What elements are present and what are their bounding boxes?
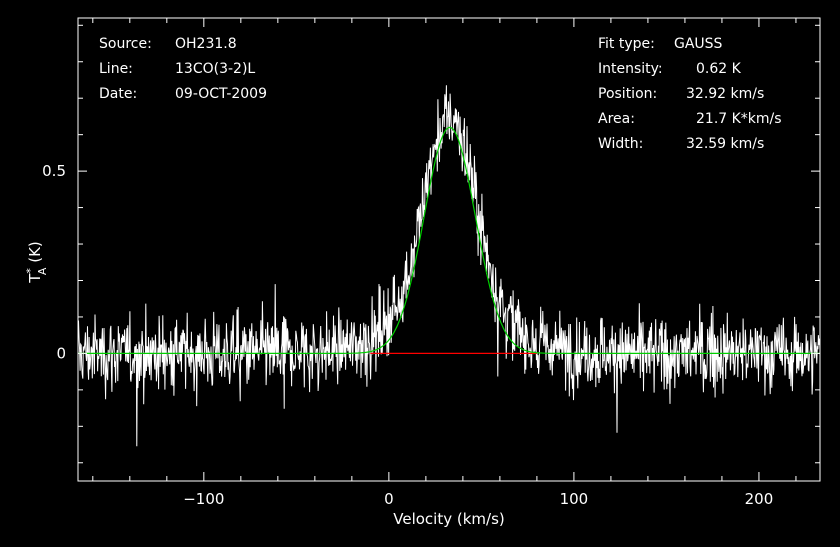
y-axis-label: T*A (K) — [24, 241, 49, 284]
y-tick-label: 0 — [56, 344, 66, 362]
x-tick-label: −100 — [183, 490, 224, 508]
x-axis-label: Velocity (km/s) — [393, 510, 504, 528]
line-value: 13CO(3-2)L — [175, 61, 256, 77]
area-value: 21.7 K*km/s — [696, 111, 782, 127]
fit-type-label: Fit type: — [598, 36, 655, 52]
width-value: 32.59 km/s — [686, 136, 765, 152]
gaussian-fit-series — [78, 126, 820, 354]
intensity-label: Intensity: — [598, 61, 663, 77]
date-value: 09-OCT-2009 — [175, 86, 267, 102]
intensity-value: 0.62 K — [696, 61, 741, 77]
fit-type-value: GAUSS — [674, 36, 723, 52]
plot-frame — [77, 17, 821, 482]
width-label: Width: — [598, 136, 644, 152]
y-tick-label: 0.5 — [42, 162, 66, 180]
spectrum-series — [77, 85, 821, 447]
x-tick-label: 100 — [560, 490, 589, 508]
position-label: Position: — [598, 86, 658, 102]
x-tick-label: 0 — [384, 490, 394, 508]
source-value: OH231.8 — [175, 36, 237, 52]
line-label: Line: — [99, 61, 133, 77]
x-tick-label: 200 — [745, 490, 774, 508]
date-label: Date: — [99, 86, 138, 102]
position-value: 32.92 km/s — [686, 86, 765, 102]
area-label: Area: — [598, 111, 635, 127]
source-label: Source: — [99, 36, 152, 52]
